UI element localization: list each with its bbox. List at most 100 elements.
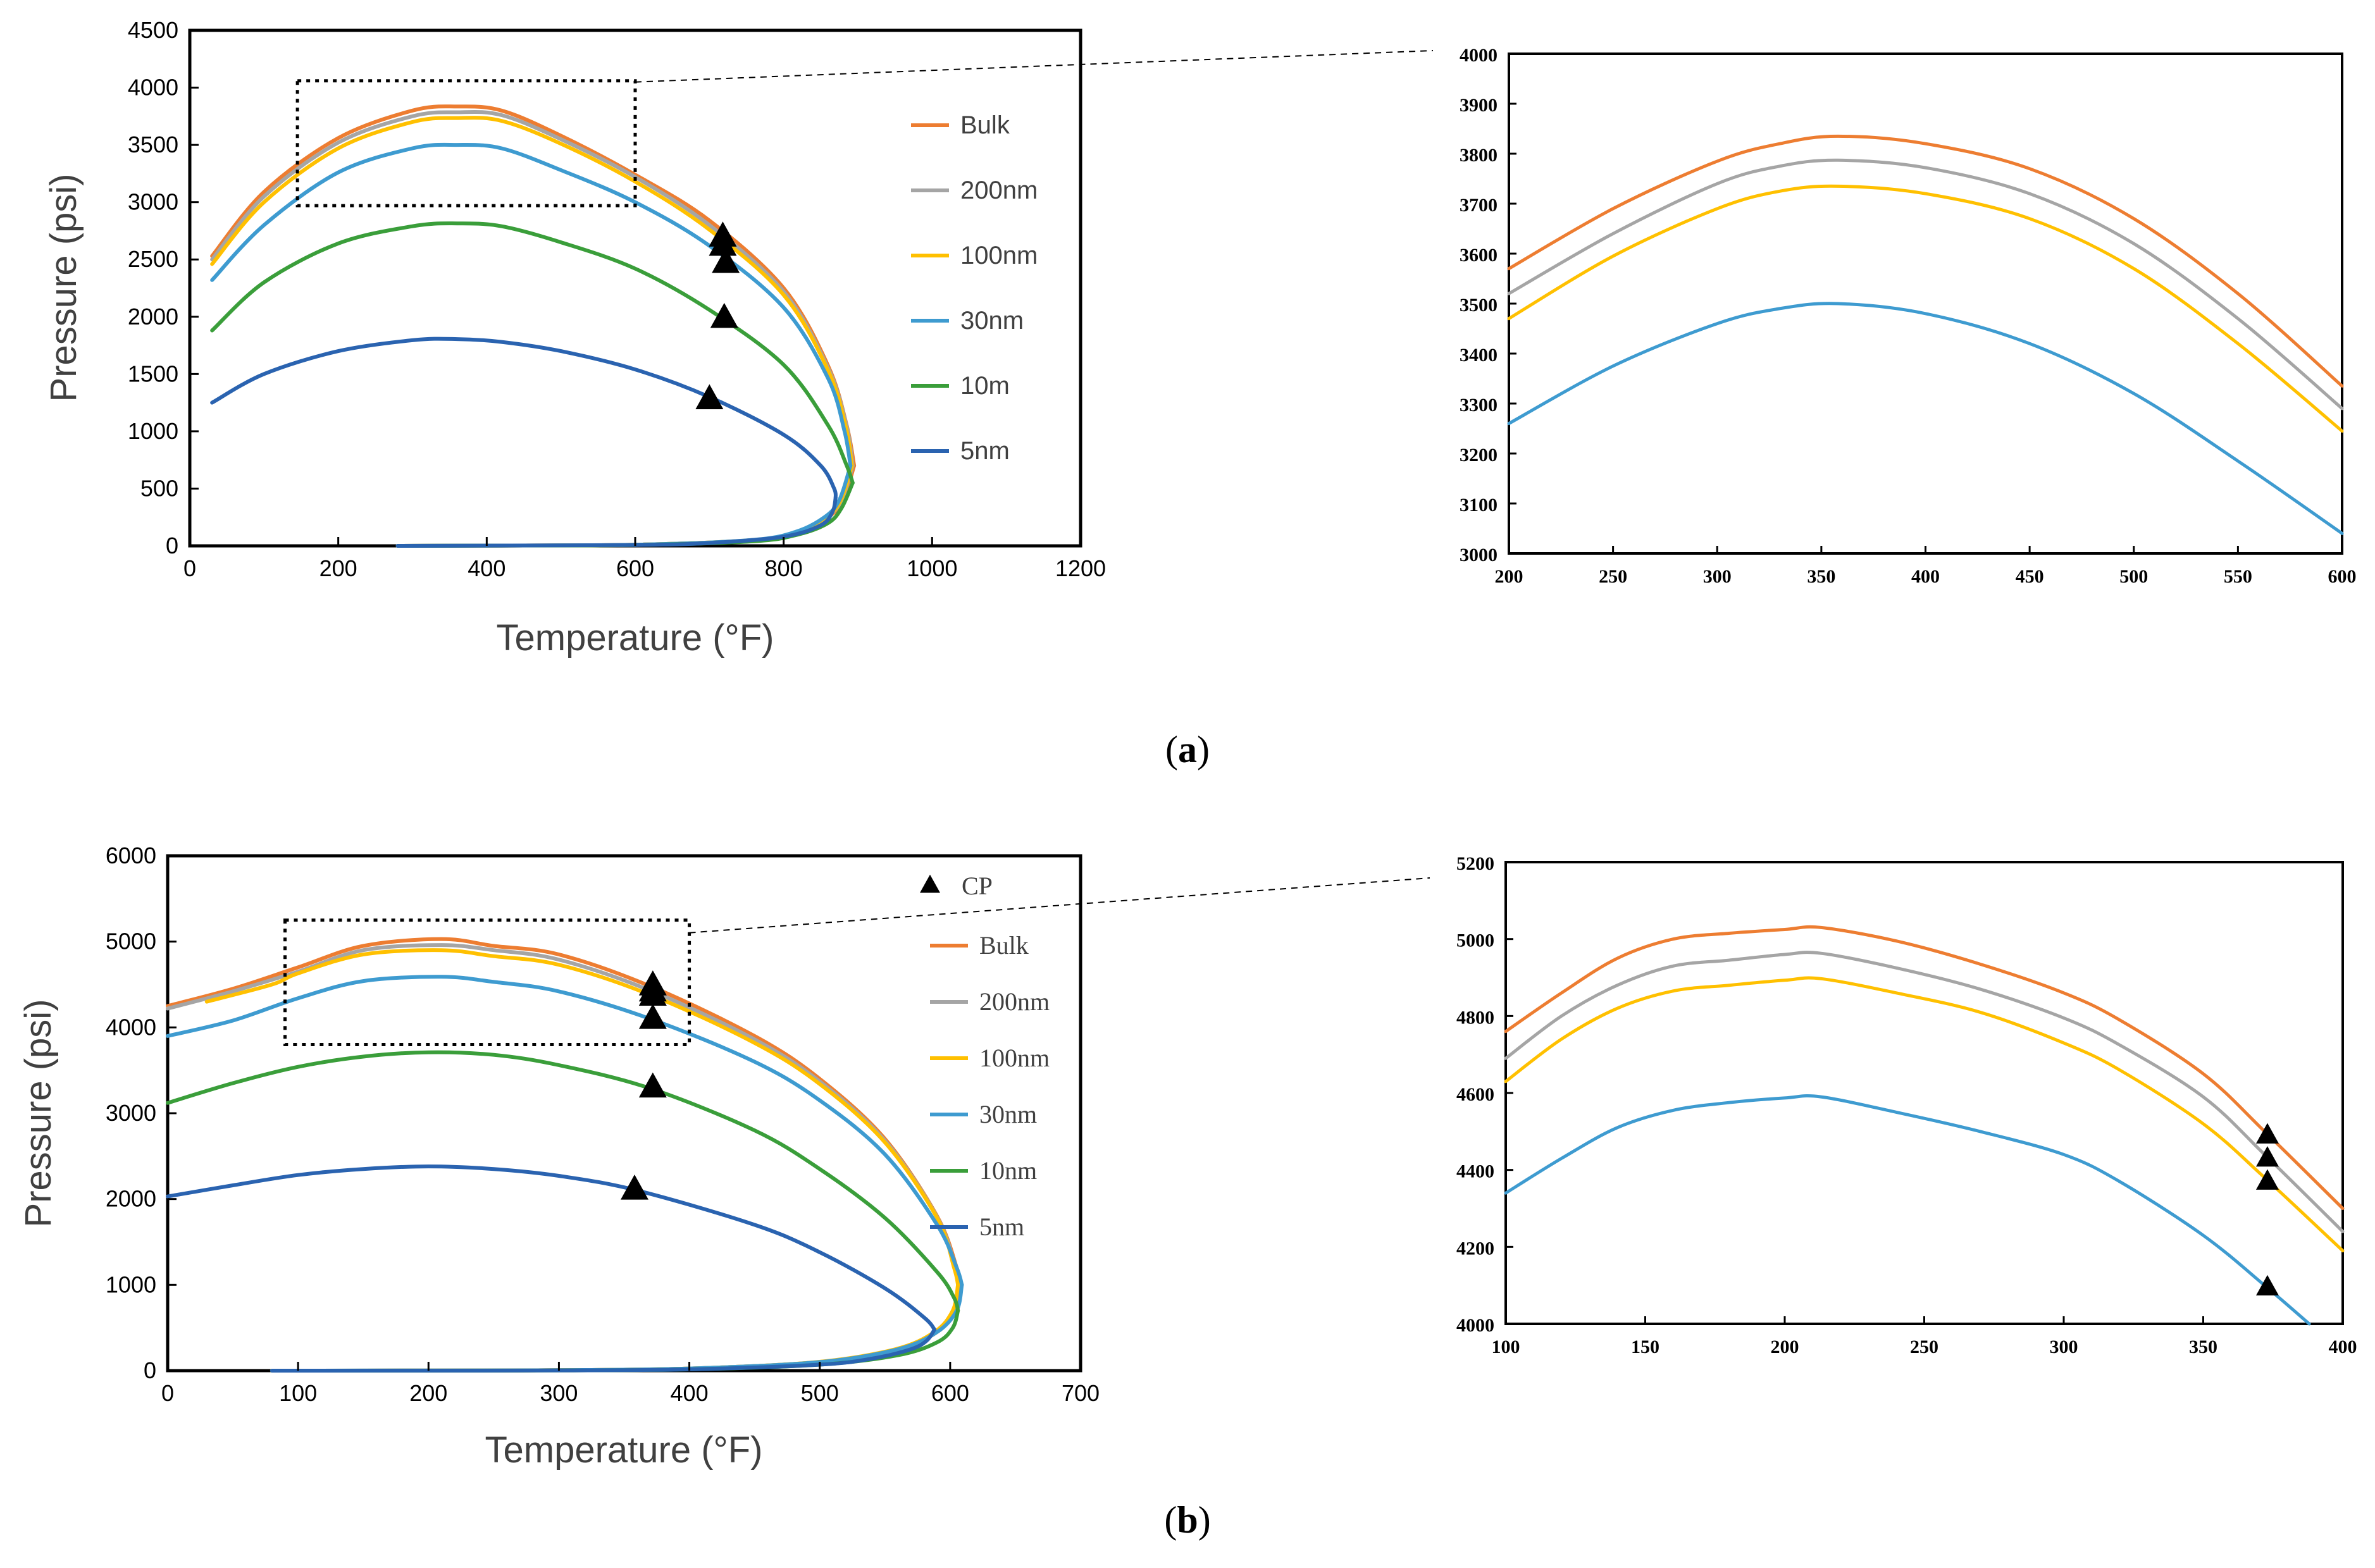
legend-label-200nm: 200nm — [979, 987, 1050, 1016]
x-tick-label-a-zoom-6: 500 — [2119, 566, 2148, 587]
critical-point-a-main-1 — [709, 230, 737, 256]
x-tick-label-a-zoom-4: 400 — [1911, 566, 1940, 587]
y-tick-label-a-main-7: 3500 — [128, 132, 178, 157]
y-tick-label-b-zoom-6: 5200 — [1456, 853, 1494, 874]
x-tick-label-a-zoom-8: 600 — [2328, 566, 2357, 587]
zoom-box-a-main — [295, 79, 637, 207]
series-line-a-zoom-100nm-0 — [1507, 184, 2344, 433]
chart-a-zoom: 200 250 300 350 400 450 500 550 600 3000 3100 3200 3… — [1460, 45, 2357, 587]
zoom-connector-b — [689, 877, 1430, 934]
zoom-connector-a — [635, 50, 1434, 83]
legend-a: Bulk 200nm 100nm 30nm 10m 5nm — [911, 111, 1038, 465]
y-tick-label-a-zoom-7: 3700 — [1460, 195, 1498, 216]
x-axis-title-a: Temperature (°F) — [497, 617, 774, 658]
panel-label-b-close: ) — [1198, 1499, 1211, 1541]
series-line-b-main-10nm-0 — [166, 1050, 960, 1312]
series-line-a-main-10nm-0 — [210, 221, 855, 485]
panel-label-a-close: ) — [1197, 729, 1210, 770]
series-line-b-zoom-30nm-0 — [1504, 1094, 2311, 1326]
y-tick-label-a-zoom-3: 3300 — [1460, 395, 1498, 416]
critical-point-b-zoom-3 — [2255, 1275, 2279, 1296]
y-tick-label-a-zoom-9: 3900 — [1460, 95, 1498, 116]
legend-label-100nm: 100nm — [979, 1044, 1050, 1072]
x-tick-label-b-main-2: 200 — [409, 1380, 447, 1406]
series-line-b-zoom-100nm-0 — [1504, 976, 2345, 1252]
y-tick-label-b-main-1: 1000 — [106, 1271, 156, 1297]
plot-frame-b-main — [166, 854, 1082, 1373]
y-tick-label-a-zoom-10: 4000 — [1460, 45, 1498, 66]
series-line-b-zoom-200nm-0 — [1504, 951, 2345, 1233]
x-tick-label-b-main-1: 100 — [279, 1380, 317, 1406]
x-tick-label-a-main-5: 1000 — [907, 555, 957, 581]
y-tick-label-b-zoom-0: 4000 — [1456, 1315, 1494, 1336]
legend-label-Bulk: Bulk — [960, 111, 1010, 139]
x-axis-title-b: Temperature (°F) — [485, 1429, 763, 1471]
x-tick-label-b-zoom-0: 100 — [1492, 1337, 1520, 1357]
y-tick-label-a-zoom-5: 3500 — [1460, 295, 1498, 316]
series-line-b-main-100nm-0 — [204, 948, 960, 1287]
series-line-a-zoom-Bulk-0 — [1507, 134, 2344, 388]
x-tick-label-a-zoom-3: 350 — [1807, 566, 1835, 587]
panel-label-a-letter: a — [1178, 729, 1197, 770]
panel-label-b-open: ( — [1164, 1499, 1177, 1541]
x-tick-label-a-main-0: 0 — [183, 555, 196, 581]
y-tick-label-a-main-4: 2000 — [128, 304, 178, 330]
series-line-b-main-30nm-0 — [166, 975, 964, 1287]
critical-point-b-main-4 — [638, 1072, 667, 1098]
x-tick-label-b-main-5: 500 — [801, 1380, 839, 1406]
y-tick-label-b-zoom-5: 5000 — [1456, 930, 1494, 951]
legend-label-10nm: 10m — [960, 372, 1010, 400]
panel-label-a-open: ( — [1165, 729, 1178, 770]
critical-point-a-main-3 — [710, 302, 738, 328]
series-line-b-main-5nm-0 — [166, 1164, 937, 1331]
y-axis-title-a: Pressure (psi) — [43, 174, 84, 402]
chart-b-zoom: 100 150 200 250 300 350 400 4000 4200 4400 4600 480… — [1456, 853, 2357, 1357]
y-tick-label-b-zoom-3: 4600 — [1456, 1084, 1494, 1105]
chart-a-main: 0 200 400 600 800 1000 1200 0 500 1000 1500 2000 250… — [43, 17, 1106, 658]
y-tick-label-a-main-1: 500 — [140, 475, 178, 501]
x-tick-label-b-main-6: 600 — [931, 1380, 969, 1406]
plot-frame-b-zoom — [1504, 861, 2344, 1325]
x-tick-label-a-zoom-0: 200 — [1495, 566, 1523, 587]
legend-label-30nm: 30nm — [960, 307, 1024, 335]
legend-label-5nm: 5nm — [960, 437, 1010, 465]
legend-marker-cp — [920, 874, 940, 893]
legend-label-Bulk: Bulk — [979, 931, 1029, 960]
y-tick-label-a-zoom-2: 3200 — [1460, 445, 1498, 466]
x-tick-label-a-main-3: 600 — [616, 555, 654, 581]
x-tick-label-a-main-4: 800 — [765, 555, 803, 581]
x-tick-label-a-zoom-7: 550 — [2224, 566, 2252, 587]
y-tick-label-b-zoom-1: 4200 — [1456, 1238, 1494, 1259]
series-line-a-main-30nm-0 — [210, 142, 853, 468]
x-tick-label-b-main-4: 400 — [671, 1380, 709, 1406]
y-tick-label-b-main-0: 0 — [144, 1357, 156, 1383]
x-tick-label-a-main-2: 400 — [468, 555, 505, 581]
x-tick-label-b-main-0: 0 — [161, 1380, 174, 1406]
legend-label-200nm: 200nm — [960, 176, 1038, 204]
panel-label-b: (b) — [1164, 1499, 1210, 1541]
critical-point-b-main-5 — [620, 1174, 648, 1200]
series-line-a-main-5nm-0 — [210, 336, 838, 500]
critical-point-b-main-3 — [638, 1004, 667, 1029]
critical-point-a-main-2 — [712, 247, 740, 273]
x-tick-label-a-main-1: 200 — [319, 555, 357, 581]
x-tick-label-a-zoom-5: 450 — [2016, 566, 2044, 587]
series-line-a-zoom-30nm-0 — [1507, 302, 2344, 535]
y-tick-label-a-main-0: 0 — [166, 533, 178, 559]
y-tick-label-b-zoom-2: 4400 — [1456, 1161, 1494, 1182]
y-tick-label-a-main-2: 1000 — [128, 418, 178, 444]
y-tick-label-a-zoom-0: 3000 — [1460, 545, 1498, 565]
critical-point-b-main-2 — [638, 980, 667, 1006]
x-tick-label-b-zoom-4: 300 — [2050, 1337, 2078, 1357]
plot-frame-a-zoom — [1508, 52, 2343, 555]
legend-label-10nm: 10nm — [979, 1156, 1037, 1185]
y-axis-title-b: Pressure (psi) — [18, 999, 59, 1228]
x-tick-label-a-zoom-1: 250 — [1599, 566, 1627, 587]
y-tick-label-b-zoom-4: 4800 — [1456, 1007, 1494, 1028]
critical-point-b-zoom-0 — [2255, 1123, 2279, 1144]
x-tick-label-b-zoom-1: 150 — [1631, 1337, 1659, 1357]
y-tick-label-b-main-3: 3000 — [106, 1100, 156, 1126]
y-tick-label-a-main-6: 3000 — [128, 189, 178, 215]
x-tick-label-b-main-7: 700 — [1062, 1380, 1100, 1406]
y-tick-label-b-main-4: 4000 — [106, 1014, 156, 1040]
